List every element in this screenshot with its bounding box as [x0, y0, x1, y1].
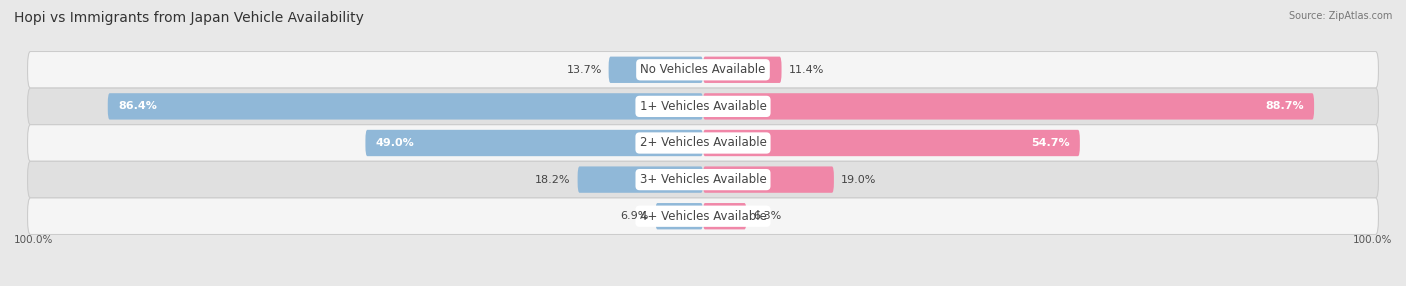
FancyBboxPatch shape: [28, 125, 1378, 161]
FancyBboxPatch shape: [28, 88, 1378, 125]
FancyBboxPatch shape: [108, 93, 703, 120]
FancyBboxPatch shape: [28, 51, 1378, 88]
FancyBboxPatch shape: [609, 57, 703, 83]
Text: 11.4%: 11.4%: [789, 65, 824, 75]
FancyBboxPatch shape: [703, 203, 747, 229]
Text: 19.0%: 19.0%: [841, 175, 876, 184]
FancyBboxPatch shape: [366, 130, 703, 156]
FancyBboxPatch shape: [578, 166, 703, 193]
FancyBboxPatch shape: [28, 198, 1378, 235]
Text: 13.7%: 13.7%: [567, 65, 602, 75]
FancyBboxPatch shape: [703, 166, 834, 193]
Text: 54.7%: 54.7%: [1031, 138, 1070, 148]
FancyBboxPatch shape: [703, 130, 1080, 156]
Text: 4+ Vehicles Available: 4+ Vehicles Available: [640, 210, 766, 223]
Text: 88.7%: 88.7%: [1265, 102, 1303, 111]
Text: 86.4%: 86.4%: [118, 102, 157, 111]
Text: 18.2%: 18.2%: [536, 175, 571, 184]
Text: 2+ Vehicles Available: 2+ Vehicles Available: [640, 136, 766, 150]
FancyBboxPatch shape: [28, 161, 1378, 198]
Text: Source: ZipAtlas.com: Source: ZipAtlas.com: [1288, 11, 1392, 21]
FancyBboxPatch shape: [655, 203, 703, 229]
Text: Hopi vs Immigrants from Japan Vehicle Availability: Hopi vs Immigrants from Japan Vehicle Av…: [14, 11, 364, 25]
Text: 6.9%: 6.9%: [620, 211, 648, 221]
Text: 6.3%: 6.3%: [754, 211, 782, 221]
FancyBboxPatch shape: [703, 93, 1315, 120]
Text: 100.0%: 100.0%: [1353, 235, 1392, 245]
Text: 3+ Vehicles Available: 3+ Vehicles Available: [640, 173, 766, 186]
FancyBboxPatch shape: [703, 57, 782, 83]
Text: 1+ Vehicles Available: 1+ Vehicles Available: [640, 100, 766, 113]
Text: No Vehicles Available: No Vehicles Available: [640, 63, 766, 76]
Text: 49.0%: 49.0%: [375, 138, 415, 148]
Text: 100.0%: 100.0%: [14, 235, 53, 245]
